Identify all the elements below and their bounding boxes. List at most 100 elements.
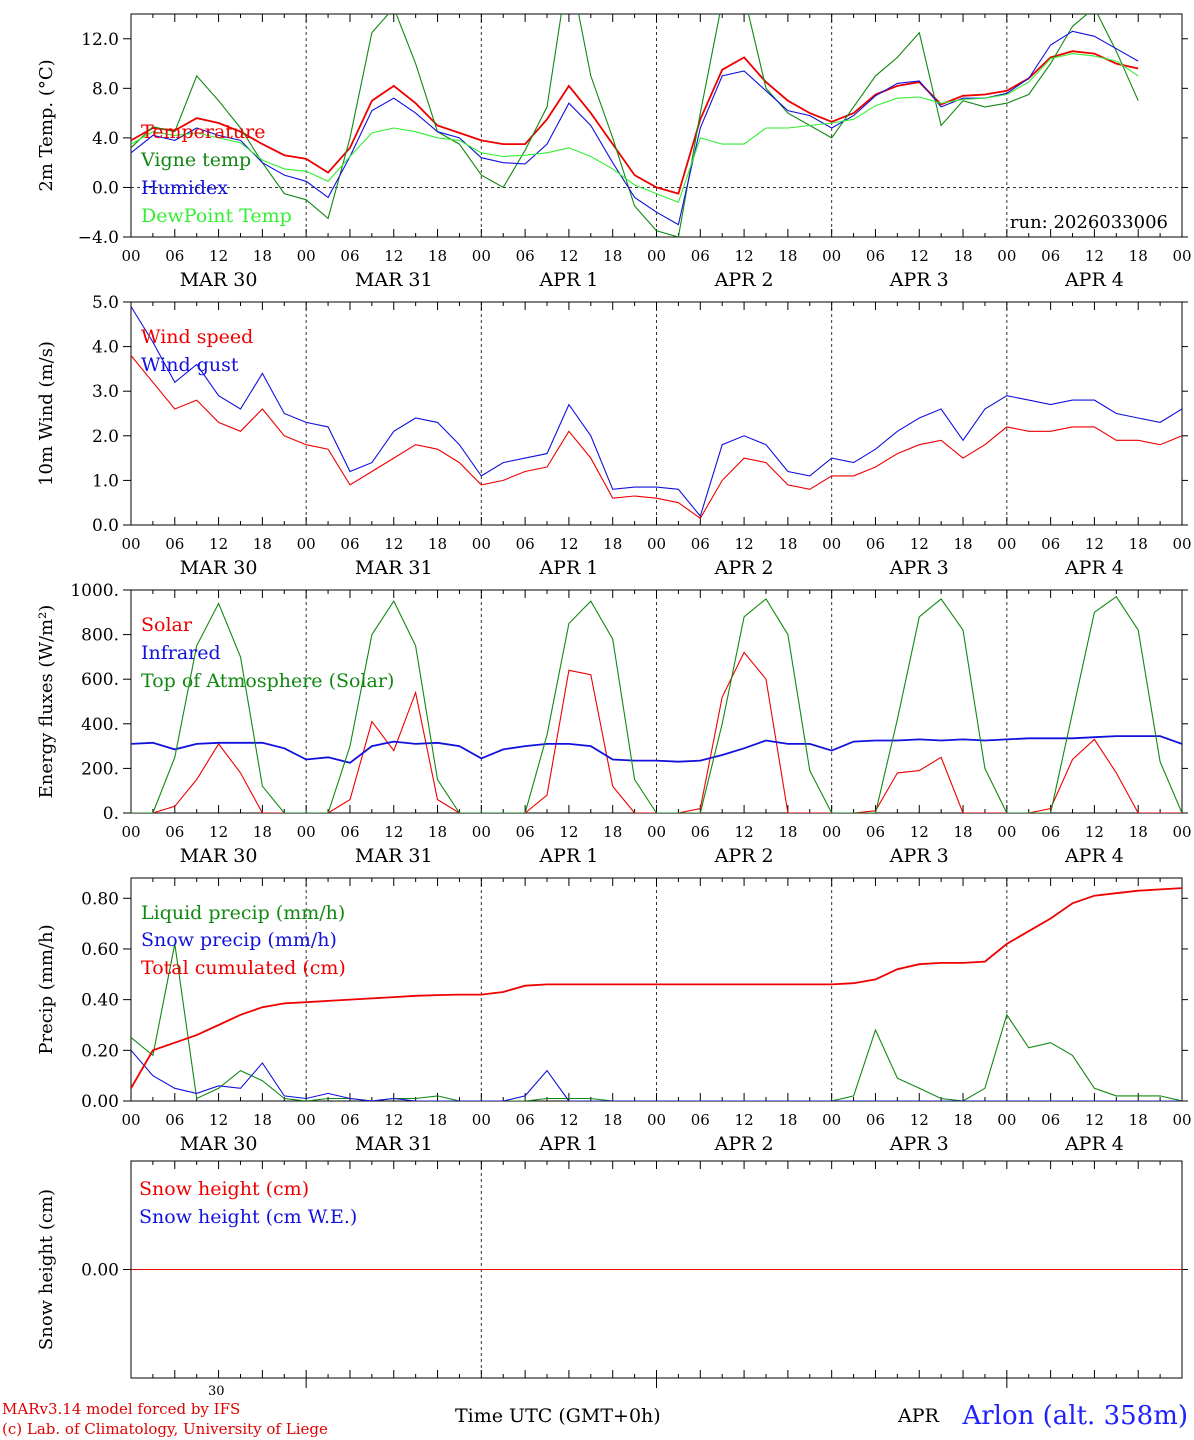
x-tick-label: 18 xyxy=(778,1111,797,1129)
x-tick-label: 00 xyxy=(822,1111,841,1129)
series-line xyxy=(131,1049,1182,1101)
x-tick-label: 00 xyxy=(1172,1111,1191,1129)
y-tick-label: 1000. xyxy=(70,581,119,601)
y-tick-label: 0. xyxy=(103,804,119,824)
x-tick-label: 00 xyxy=(472,535,491,553)
series-line xyxy=(131,53,1139,204)
x-tick-label: 00 xyxy=(472,823,491,841)
day-label: MAR 31 xyxy=(355,269,433,291)
x-tick-label: 18 xyxy=(778,247,797,265)
day-label: MAR 30 xyxy=(180,557,258,579)
x-tick-label: 18 xyxy=(953,535,972,553)
x-tick-label: 12 xyxy=(559,1111,578,1129)
x-tick-label: 12 xyxy=(735,535,754,553)
day-label: MAR 31 xyxy=(355,557,433,579)
x-tick-label: 06 xyxy=(340,823,359,841)
x-tick-label: 18 xyxy=(428,535,447,553)
day-label: APR 1 xyxy=(538,1133,598,1155)
series-line xyxy=(131,943,1182,1101)
y-tick-label: 600. xyxy=(81,670,119,690)
x-tick-label: 06 xyxy=(691,535,710,553)
credit-line-2: (c) Lab. of Climatology, University of L… xyxy=(2,1420,328,1438)
y-tick-label: 200. xyxy=(81,759,119,779)
x-tick-label: 06 xyxy=(516,823,535,841)
y-tick-label: 2.0 xyxy=(92,427,119,447)
x-tick-label: 00 xyxy=(822,535,841,553)
x-tick-label: 00 xyxy=(1172,247,1191,265)
x-tick-label: 00 xyxy=(647,535,666,553)
y-axis-title: Snow height (cm) xyxy=(36,1189,57,1350)
x-tick-label: 00 xyxy=(297,535,316,553)
x-tick-label: 12 xyxy=(910,823,929,841)
panel-5: 0.00 Snow height (cm) Snow height (cm) Snow… xyxy=(36,1160,1188,1379)
x-tick-label: 18 xyxy=(428,823,447,841)
x-axis-title: Time UTC (GMT+0h) xyxy=(455,1405,661,1427)
x-tick-label: 18 xyxy=(953,823,972,841)
x-tick-label: 18 xyxy=(253,1111,272,1129)
legend-entry: Humidex xyxy=(141,177,228,199)
day-label: APR 4 xyxy=(1064,1133,1124,1155)
day-label: MAR 30 xyxy=(180,269,258,291)
x-tick-label: 12 xyxy=(209,823,228,841)
x-tick-label: 06 xyxy=(165,823,184,841)
x-tick-label: 18 xyxy=(253,823,272,841)
x-tick-label: 00 xyxy=(647,247,666,265)
x-tick-label: 00 xyxy=(1172,535,1191,553)
x-tick-label: 06 xyxy=(866,535,885,553)
x-tick-label: 00 xyxy=(647,1111,666,1129)
y-axis-title: Energy fluxes (W/m²) xyxy=(36,605,57,799)
station-name: Arlon (alt. 358m) xyxy=(962,1401,1188,1431)
x-tick-label: 06 xyxy=(691,1111,710,1129)
x-tick-label: 18 xyxy=(953,247,972,265)
x-tick-label: 00 xyxy=(997,247,1016,265)
y-tick-label: 12.0 xyxy=(81,30,119,50)
x-tick-label: 12 xyxy=(1085,535,1104,553)
day-label: APR 3 xyxy=(889,269,949,291)
x-tick-label: 06 xyxy=(691,247,710,265)
legend-entry: Snow height (cm W.E.) xyxy=(139,1206,357,1228)
x-tick-label: 06 xyxy=(691,823,710,841)
y-tick-label: 0.60 xyxy=(81,940,119,960)
x-tick-label: 18 xyxy=(778,823,797,841)
credit-line-1: MARv3.14 model forced by IFS xyxy=(2,1400,241,1418)
x-tick-label: 06 xyxy=(340,1111,359,1129)
y-tick-label: 5.0 xyxy=(92,293,119,313)
x-tick-label: 12 xyxy=(559,823,578,841)
stray-day-label: 30 xyxy=(208,1384,225,1399)
x-tick-label: 06 xyxy=(866,823,885,841)
day-label: APR 1 xyxy=(538,557,598,579)
plot-frame xyxy=(130,589,1183,814)
y-tick-label: 0.20 xyxy=(81,1041,119,1061)
x-tick-label: 12 xyxy=(384,535,403,553)
legend-entry: Infrared xyxy=(141,642,221,664)
legend-entry: Snow precip (mm/h) xyxy=(141,929,337,951)
x-tick-label: 12 xyxy=(559,247,578,265)
x-tick-label: 00 xyxy=(647,823,666,841)
y-tick-label: 3.0 xyxy=(92,382,119,402)
series-line xyxy=(131,887,1182,1089)
x-tick-label: 06 xyxy=(340,247,359,265)
stray-month-label: APR xyxy=(898,1405,939,1427)
x-tick-label: 12 xyxy=(209,535,228,553)
y-tick-label: 0.0 xyxy=(92,516,119,536)
x-tick-label: 06 xyxy=(1041,1111,1060,1129)
series-line xyxy=(131,306,1182,518)
x-tick-label: 00 xyxy=(121,1111,140,1129)
x-tick-label: 18 xyxy=(603,1111,622,1129)
x-tick-label: 12 xyxy=(559,535,578,553)
day-label: APR 3 xyxy=(889,1133,949,1155)
y-axis-title: Precip (mm/h) xyxy=(36,924,57,1054)
series-line xyxy=(131,14,1139,237)
series-line xyxy=(131,355,1182,520)
x-tick-label: 00 xyxy=(997,1111,1016,1129)
legend-entry: Wind speed xyxy=(141,326,253,348)
y-tick-label: 400. xyxy=(81,715,119,735)
day-label: APR 1 xyxy=(538,269,598,291)
legend-entry: Wind gust xyxy=(141,354,239,376)
plot-frame xyxy=(130,301,1183,526)
y-tick-label: 0.80 xyxy=(81,889,119,909)
legend-entry: Liquid precip (mm/h) xyxy=(141,902,345,924)
x-tick-label: 12 xyxy=(910,1111,929,1129)
day-label: APR 2 xyxy=(714,269,774,291)
